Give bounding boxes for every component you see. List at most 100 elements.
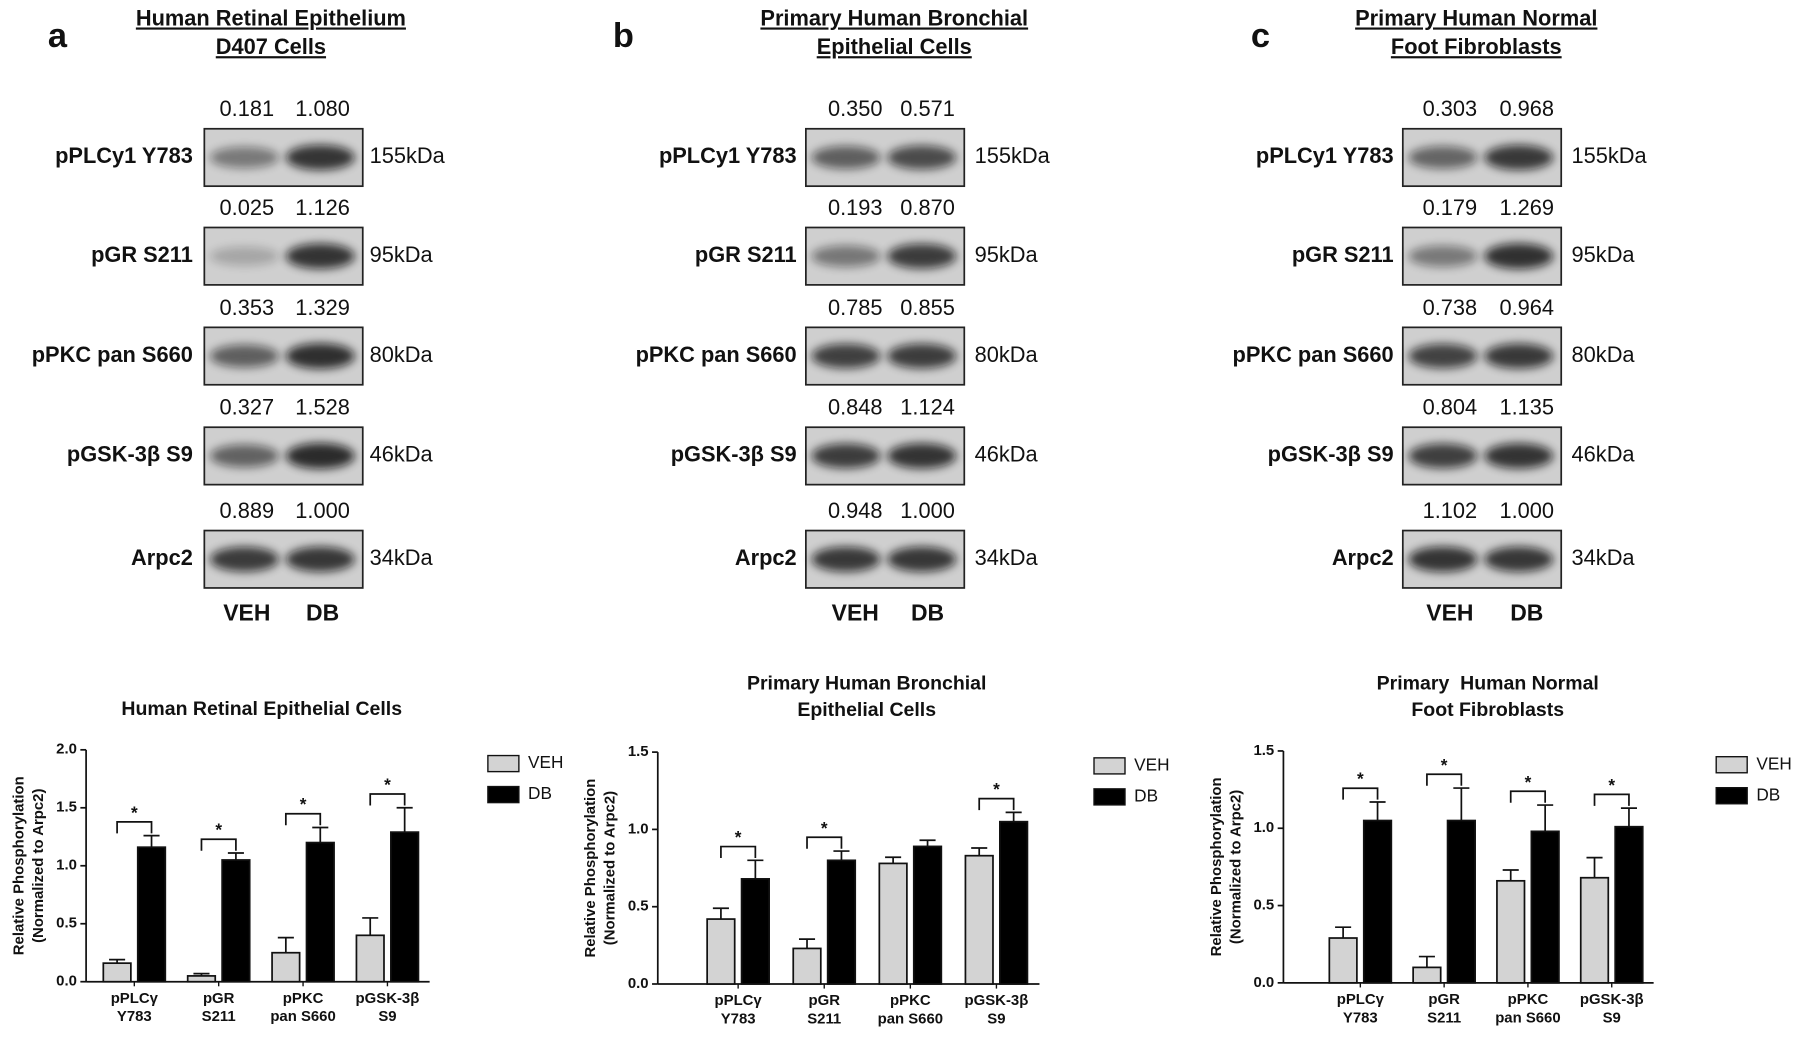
blot-size: 155kDa <box>370 143 446 168</box>
y-tick-label: 0.5 <box>628 898 649 915</box>
x-tick-label: S211 <box>1427 1009 1461 1026</box>
blot-band <box>210 444 279 468</box>
x-tick-label: pan S660 <box>270 1008 335 1025</box>
quant-value: 1.528 <box>295 395 350 420</box>
blot-band <box>1408 443 1478 469</box>
panel-letter: a <box>48 17 68 55</box>
x-tick-label: pGSK-3β <box>965 992 1029 1009</box>
y-axis-label: (Normalized to Arpc2) <box>30 789 47 943</box>
blot-size: 80kDa <box>975 342 1039 367</box>
significance-bracket <box>978 797 1015 811</box>
x-tick-label: S211 <box>807 1011 841 1028</box>
lane-label: DB <box>1510 599 1543 625</box>
blot-band <box>1408 546 1478 572</box>
x-tick-label: S9 <box>987 1011 1005 1028</box>
bar <box>1328 937 1358 984</box>
blot-label: pPLCy1 Y783 <box>659 143 797 168</box>
x-tick-label: pGSK-3β <box>1580 991 1644 1008</box>
blot-band <box>811 546 881 572</box>
blot-label: pGR S211 <box>1292 242 1394 267</box>
bar <box>1579 876 1610 984</box>
quant-value: 0.181 <box>220 96 275 121</box>
blot-band <box>811 245 881 268</box>
x-tick-label: S211 <box>202 1008 236 1025</box>
blot-band <box>210 246 279 266</box>
quant-value: 0.179 <box>1423 195 1478 220</box>
chart-title: Foot Fibroblasts <box>1411 699 1564 721</box>
quant-value: 0.327 <box>220 395 275 420</box>
significance-label: * <box>215 820 222 840</box>
bar <box>186 975 217 983</box>
quant-value: 1.000 <box>900 498 955 523</box>
legend-swatch <box>1093 788 1126 806</box>
legend-label: DB <box>1756 784 1780 804</box>
x-tick-label: S9 <box>1603 1009 1621 1026</box>
quant-value: 1.124 <box>900 395 955 420</box>
blot-label: Arpc2 <box>131 545 193 570</box>
quant-value: 0.738 <box>1423 295 1478 320</box>
panel-title: Human Retinal Epithelium <box>136 5 406 30</box>
bar <box>271 951 301 983</box>
blot-label: pGR S211 <box>695 242 797 267</box>
blot-size: 46kDa <box>975 442 1039 467</box>
blot-label: Arpc2 <box>735 545 797 570</box>
significance-bracket <box>720 845 757 859</box>
blot-label: pGSK-3β S9 <box>1268 442 1394 467</box>
blot-size: 34kDa <box>1572 545 1636 570</box>
significance-bracket <box>116 820 153 834</box>
quant-value: 0.855 <box>900 295 955 320</box>
y-tick-label: 1.5 <box>56 799 77 816</box>
quant-value: 0.968 <box>1500 96 1555 121</box>
blot-band <box>285 343 355 369</box>
quant-value: 0.303 <box>1423 96 1478 121</box>
blot-band <box>285 243 355 269</box>
blot-band <box>887 145 957 170</box>
x-tick-label: pPKC <box>283 990 324 1007</box>
quant-value: 0.804 <box>1423 395 1478 420</box>
bar <box>964 854 994 985</box>
blot-band <box>210 344 279 368</box>
bar <box>355 934 385 983</box>
significance-bracket <box>284 812 322 826</box>
x-tick-label: pGSK-3β <box>356 990 420 1007</box>
blot-size: 95kDa <box>975 242 1039 267</box>
blot-size: 95kDa <box>370 242 434 267</box>
blot-band <box>887 243 957 269</box>
quant-value: 0.025 <box>220 195 275 220</box>
legend-swatch <box>1715 787 1748 805</box>
blot-label: pPLCy1 Y783 <box>55 143 193 168</box>
y-tick-label: 1.0 <box>1254 819 1275 836</box>
legend-swatch <box>487 785 520 804</box>
y-axis-label: (Normalized to Arpc2) <box>602 791 619 945</box>
quant-value: 1.102 <box>1423 498 1478 523</box>
quant-value: 0.353 <box>220 295 275 320</box>
bar <box>878 862 908 985</box>
significance-bracket <box>1593 793 1630 806</box>
legend-label: VEH <box>1756 753 1791 773</box>
blot-band <box>285 144 355 171</box>
blot-band <box>811 443 881 469</box>
significance-label: * <box>735 827 742 847</box>
blot-size: 155kDa <box>975 143 1051 168</box>
blot-label: Arpc2 <box>1332 545 1394 570</box>
blot-label: pGSK-3β S9 <box>671 442 797 467</box>
y-tick-label: 0.5 <box>1254 896 1275 913</box>
y-axis-label: Relative Phosphorylation <box>10 776 27 955</box>
blot-label: pPKC pan S660 <box>1233 342 1394 367</box>
bar <box>1530 830 1560 984</box>
y-tick-label: 0.0 <box>1254 974 1275 991</box>
blot-band <box>887 546 957 572</box>
significance-label: * <box>1608 775 1615 795</box>
bar <box>706 918 736 985</box>
bar <box>1614 825 1644 984</box>
blot-band <box>887 443 957 469</box>
quant-value: 1.269 <box>1500 195 1555 220</box>
bar <box>740 878 770 985</box>
significance-bracket <box>806 836 843 849</box>
panel-title: Foot Fibroblasts <box>1391 34 1562 59</box>
legend-swatch <box>1715 756 1748 774</box>
blot-band <box>811 145 881 169</box>
quant-value: 0.350 <box>828 96 883 121</box>
panel-letter: c <box>1251 17 1270 55</box>
